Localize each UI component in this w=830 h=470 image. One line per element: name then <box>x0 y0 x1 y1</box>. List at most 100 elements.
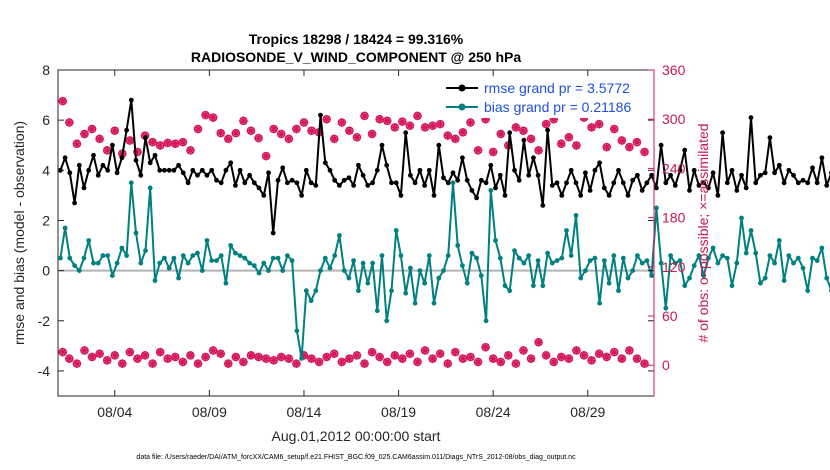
obs-possible-marker-stroke <box>451 135 459 143</box>
obs-assimilated-marker <box>473 357 483 367</box>
bias-point <box>800 265 806 271</box>
y-axis-right-label: # of obs: o=possible; ×=assimilated <box>695 123 711 342</box>
bias-point <box>592 255 598 261</box>
y-tick-label: -4 <box>38 363 51 379</box>
x-tick-label: 08/19 <box>381 404 416 420</box>
bias-point <box>261 260 267 266</box>
obs-possible-marker <box>125 136 135 145</box>
bias-point <box>171 255 177 261</box>
obs-assimilated-marker-stroke <box>429 355 437 363</box>
obs-assimilated-marker-stroke <box>398 355 406 363</box>
obs-possible-marker <box>602 142 611 152</box>
rmse-point <box>426 167 432 173</box>
obs-possible-marker <box>496 129 505 139</box>
obs-possible-marker-stroke <box>338 118 346 127</box>
obs-possible-marker <box>337 118 347 127</box>
bias-point <box>436 275 442 281</box>
rmse-point <box>379 142 385 148</box>
y-right-tick-label: 240 <box>662 160 686 176</box>
rmse-point <box>564 180 569 186</box>
rmse-point <box>190 167 196 173</box>
bias-point <box>152 278 158 283</box>
obs-assimilated-marker-stroke <box>179 358 187 366</box>
obs-assimilated-marker-stroke <box>466 353 475 361</box>
obs-possible-marker-stroke <box>527 135 535 143</box>
bias-point <box>549 260 555 266</box>
rmse-point <box>128 97 134 103</box>
rmse-point <box>535 172 541 178</box>
bias-point <box>724 255 730 261</box>
rmse-point <box>384 162 390 168</box>
obs-assimilated-marker-stroke <box>65 355 73 363</box>
obs-possible-marker-stroke <box>96 135 104 143</box>
rmse-point <box>266 170 271 176</box>
legend-rmse-marker <box>458 84 466 92</box>
obs-assimilated-marker-stroke <box>194 360 202 368</box>
bias-point <box>824 275 830 281</box>
obs-possible-marker <box>435 119 445 129</box>
bias-point <box>810 255 815 261</box>
rmse-point <box>639 188 645 193</box>
obs-possible-marker-stroke <box>618 136 626 145</box>
obs-possible-marker <box>587 123 596 132</box>
rmse-point <box>365 183 371 188</box>
x-axis-label: Aug.01,2012 00:00:00 start <box>272 428 441 444</box>
bias-point <box>393 228 399 233</box>
obs-possible-marker-stroke <box>603 143 611 151</box>
rmse-point <box>270 230 276 236</box>
bias-point <box>526 253 532 258</box>
obs-assimilated-marker-stroke <box>73 360 81 368</box>
footnote: data file: /Users/raeder/DAI/ATM_forcXX/… <box>136 454 576 461</box>
bias-point <box>374 308 380 314</box>
bias-point <box>540 283 546 289</box>
obs-possible-marker <box>186 146 195 155</box>
rmse-point <box>247 172 253 178</box>
bias-point <box>341 268 347 273</box>
obs-possible-marker <box>330 134 339 144</box>
obs-possible-marker <box>58 96 67 106</box>
rmse-point <box>119 155 125 161</box>
bias-point <box>133 230 139 236</box>
bias-point <box>554 258 560 263</box>
obs-assimilated-marker-stroke <box>603 353 611 361</box>
obs-possible-marker <box>564 133 574 142</box>
bias-point <box>715 260 721 266</box>
obs-assimilated-marker <box>557 352 566 362</box>
obs-possible-marker-stroke <box>376 115 384 123</box>
obs-assimilated-marker-stroke <box>88 353 96 361</box>
bias-point <box>658 260 664 266</box>
bias-point <box>157 260 163 266</box>
bias-point <box>578 275 584 281</box>
bias-point <box>318 268 323 273</box>
obs-assimilated-marker <box>330 349 339 358</box>
obs-possible-marker <box>451 134 460 144</box>
obs-possible-marker-stroke <box>217 129 225 137</box>
rmse-point <box>337 183 342 188</box>
rmse-point <box>180 170 186 176</box>
bias-point <box>384 318 390 324</box>
bias-point <box>663 305 669 311</box>
rmse-point <box>611 180 617 186</box>
bias-point <box>233 250 238 256</box>
bias-point <box>677 258 683 263</box>
bias-point <box>204 238 210 243</box>
obs-possible-marker <box>345 126 354 135</box>
y-tick-label: 0 <box>42 263 50 279</box>
obs-possible-marker <box>148 137 157 147</box>
rmse-point <box>493 185 498 191</box>
obs-assimilated-marker <box>617 354 627 363</box>
obs-possible-marker-stroke <box>164 139 172 147</box>
bias-point <box>559 255 565 261</box>
obs-assimilated-marker <box>587 356 596 365</box>
obs-assimilated-marker-stroke <box>255 353 263 361</box>
obs-possible-marker <box>254 133 263 143</box>
bias-point <box>625 275 631 281</box>
bias-point <box>313 288 319 294</box>
obs-possible-marker <box>87 124 97 134</box>
obs-assimilated-marker-stroke <box>625 346 633 355</box>
rmse-point <box>753 180 759 186</box>
rmse-point <box>715 193 721 198</box>
obs-assimilated-marker <box>314 357 324 367</box>
obs-possible-marker-stroke <box>194 125 202 133</box>
obs-assimilated-marker-stroke <box>436 350 444 358</box>
